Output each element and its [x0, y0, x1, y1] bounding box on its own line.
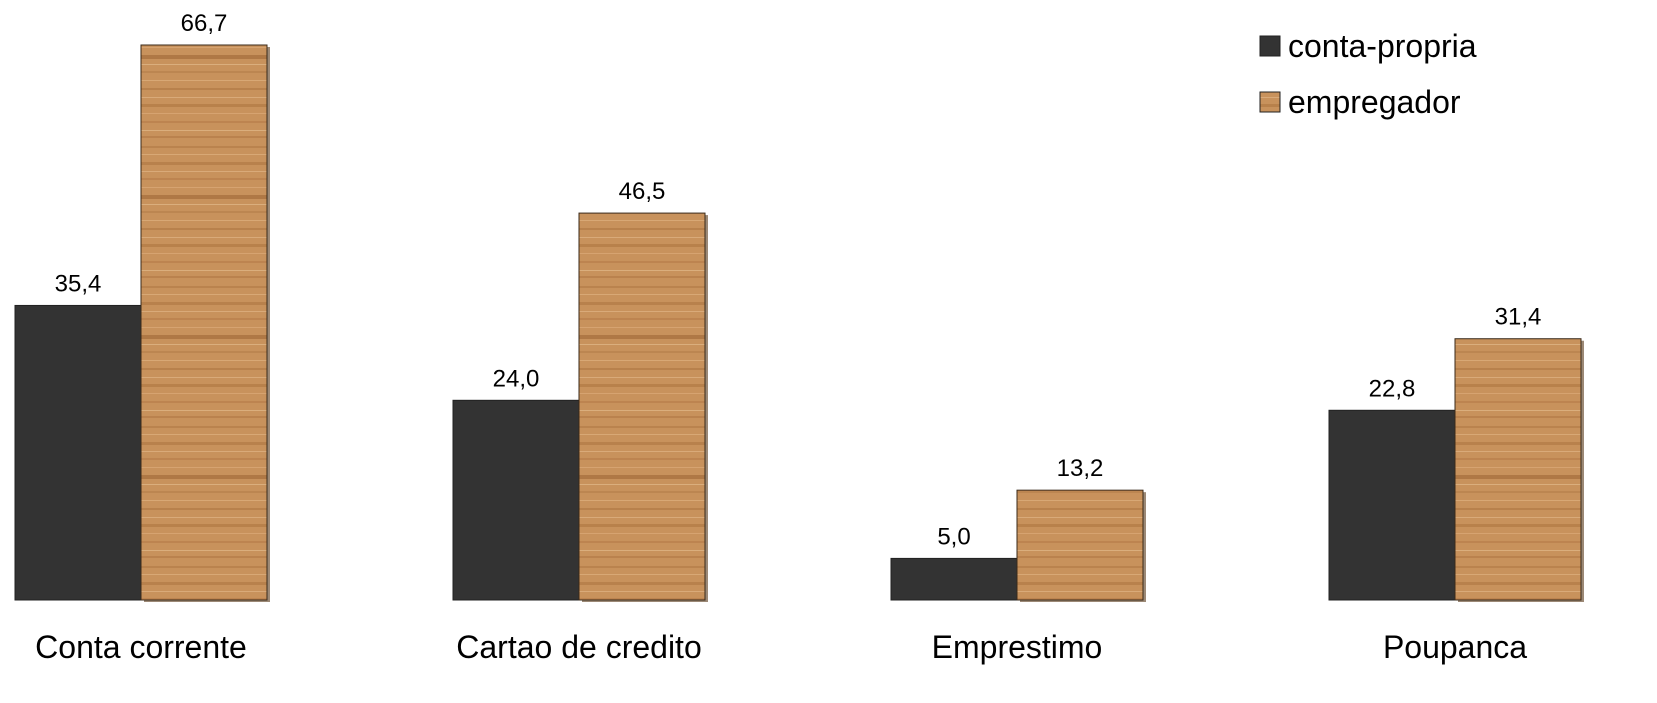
bar-conta-propria-cartao-de-credito [452, 399, 580, 601]
bar-empregador-conta-corrente [140, 44, 268, 601]
bar-empregador-poupanca [1454, 338, 1582, 601]
data-label-empregador-poupanca: 31,4 [1495, 304, 1542, 331]
legend-label-conta-propria: conta-propria [1288, 28, 1477, 64]
bar-conta-propria-conta-corrente [14, 304, 142, 601]
category-label-emprestimo: Emprestimo [932, 629, 1103, 665]
category-label-conta-corrente: Conta corrente [35, 629, 247, 665]
legend: conta-propria empregador [1259, 28, 1477, 120]
data-label-conta-propria-cartao-de-credito: 24,0 [493, 365, 540, 392]
bar-empregador-cartao-de-credito [578, 212, 706, 601]
category-label-cartao-de-credito: Cartao de credito [456, 629, 701, 665]
data-label-empregador-conta-corrente: 66,7 [181, 10, 228, 37]
data-label-conta-propria-conta-corrente: 35,4 [55, 270, 102, 297]
data-label-empregador-cartao-de-credito: 46,5 [619, 178, 666, 205]
bar-conta-propria-emprestimo [890, 557, 1018, 601]
data-label-conta-propria-emprestimo: 5,0 [937, 523, 970, 550]
data-label-conta-propria-poupanca: 22,8 [1369, 375, 1416, 402]
bar-empregador-emprestimo [1016, 489, 1144, 601]
data-label-empregador-emprestimo: 13,2 [1057, 455, 1104, 482]
bar-conta-propria-poupanca [1328, 409, 1456, 601]
legend-label-empregador: empregador [1288, 84, 1461, 120]
legend-swatch-conta-propria [1259, 35, 1281, 57]
legend-swatch-empregador [1259, 91, 1281, 113]
category-label-poupanca: Poupanca [1383, 629, 1527, 665]
